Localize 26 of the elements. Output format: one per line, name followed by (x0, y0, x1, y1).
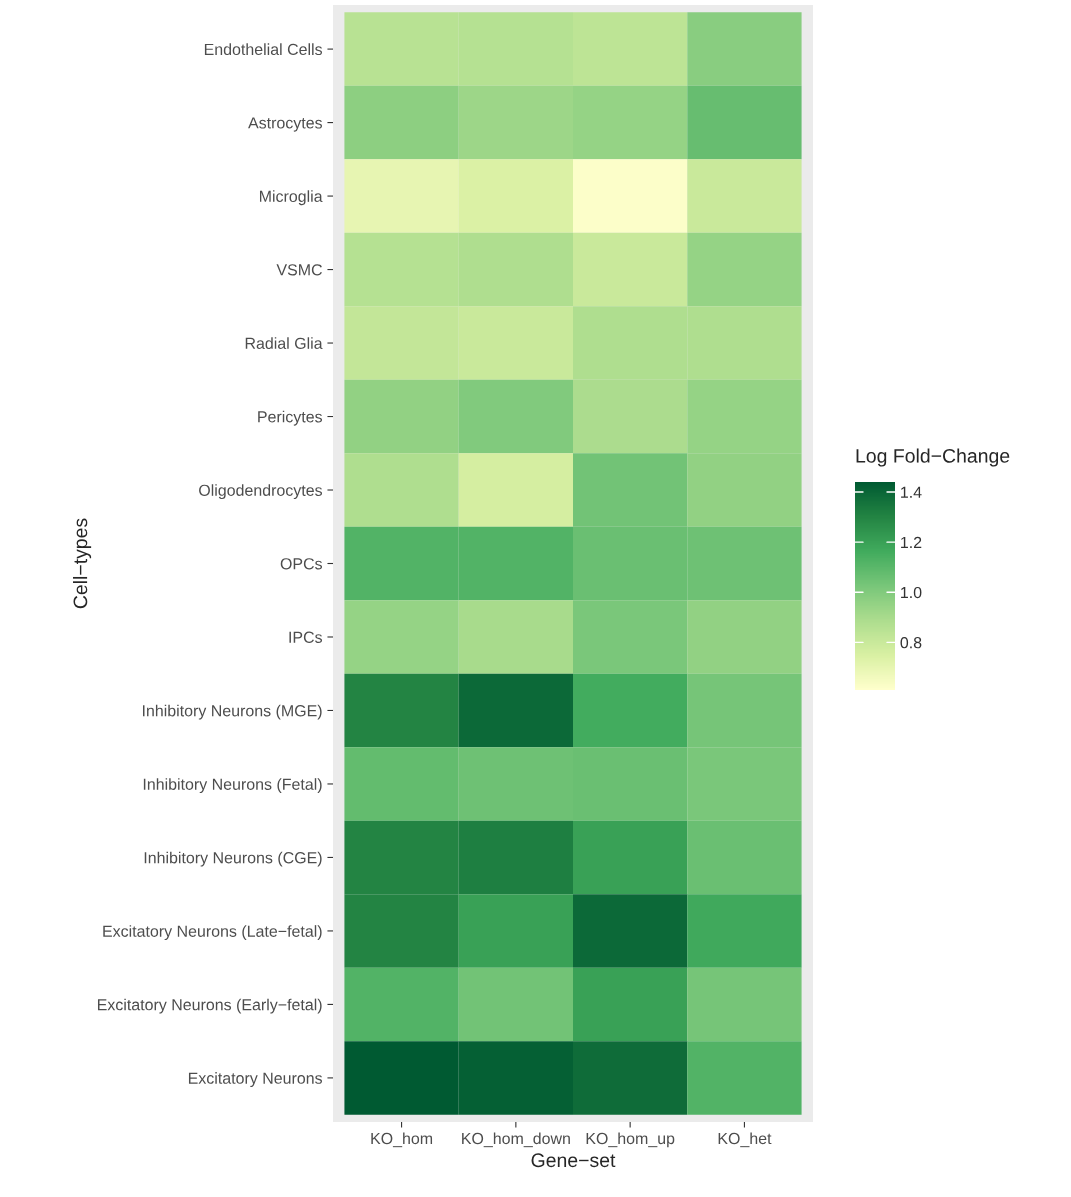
color-bar-title: Log Fold−Change (856, 448, 1010, 467)
y-tick-label: Radial Glia (245, 337, 323, 349)
x-axis-title: Gene−set (531, 1153, 616, 1168)
y-tick-label: Inhibitory Neurons (MGE) (142, 704, 322, 720)
x-tick-label: KO_hom_down (462, 1132, 570, 1148)
y-tick-label: VSMC (276, 264, 322, 276)
y-axis-title: Cell−types (73, 518, 92, 609)
y-tick-label: Inhibitory Neurons (Fetal) (143, 778, 322, 794)
y-tick-label: Endothelial Cells (204, 43, 323, 56)
y-tick-label: Inhibitory Neurons (CGE) (144, 851, 322, 867)
color-bar-label: 0.8 (900, 637, 922, 649)
y-tick-label: Excitatory Neurons (Early−fetal) (97, 998, 322, 1014)
y-tick-label: Oligodendrocytes (199, 484, 323, 500)
y-tick-label: OPCs (280, 558, 323, 570)
x-tick-label: KO_hom (371, 1132, 433, 1148)
color-bar-label: 1.4 (901, 486, 922, 498)
y-tick-label: IPCs (289, 631, 323, 643)
y-tick-label: Astrocytes (248, 117, 323, 132)
y-tick-label: Excitatory Neurons (188, 1072, 323, 1088)
x-tick-label: KO_hom_up (586, 1132, 675, 1148)
y-tick-label: Microglia (259, 190, 323, 206)
color-bar-label: 1.0 (901, 586, 922, 599)
y-tick-label: Excitatory Neurons (Late−fetal) (103, 925, 322, 941)
x-tick-label: KO_het (718, 1132, 772, 1148)
color-bar-label: 1.2 (901, 536, 922, 548)
y-tick-label: Pericytes (258, 410, 323, 426)
